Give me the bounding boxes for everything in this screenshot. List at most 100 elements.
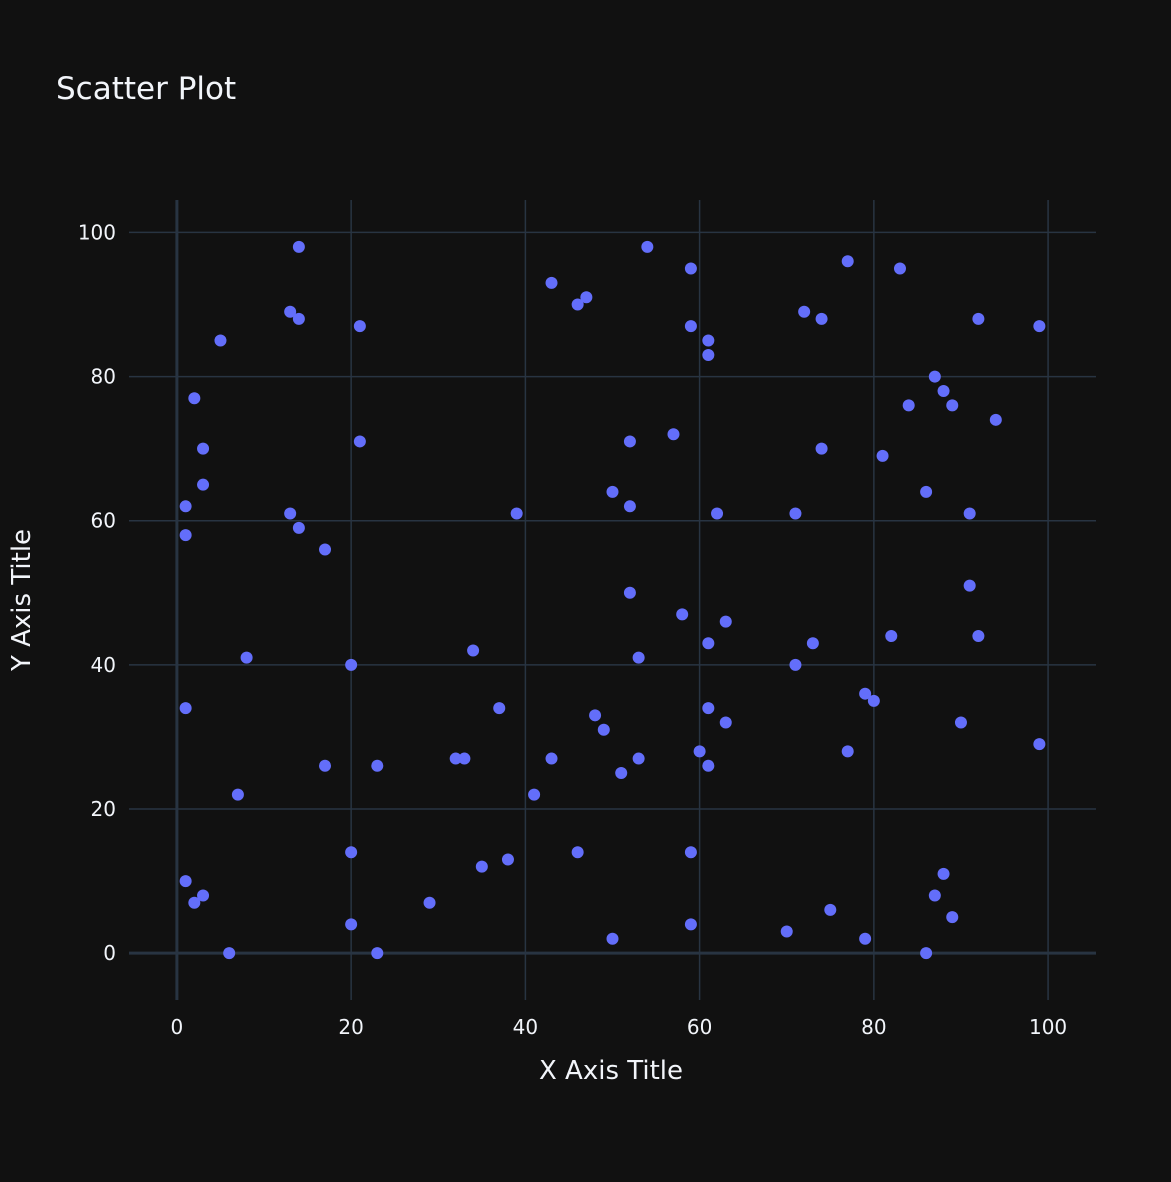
- data-point: [284, 507, 297, 520]
- data-point: [876, 449, 889, 462]
- y-tick-label: 100: [78, 220, 116, 244]
- data-point: [841, 745, 854, 758]
- data-points: [179, 240, 1046, 960]
- data-point: [946, 911, 959, 924]
- data-point: [824, 903, 837, 916]
- data-point: [545, 276, 558, 289]
- data-point: [580, 291, 593, 304]
- data-point: [702, 637, 715, 650]
- data-point: [632, 651, 645, 664]
- data-point: [815, 312, 828, 325]
- data-point: [606, 932, 619, 945]
- data-point: [589, 709, 602, 722]
- data-point: [292, 312, 305, 325]
- data-point: [719, 716, 732, 729]
- data-point: [179, 529, 192, 542]
- data-point: [676, 608, 689, 621]
- chart-title: Scatter Plot: [56, 71, 236, 107]
- data-point: [841, 255, 854, 268]
- data-point: [458, 752, 471, 765]
- data-point: [623, 500, 636, 513]
- x-tick-label: 40: [513, 1015, 538, 1039]
- data-point: [528, 788, 541, 801]
- x-tick-labels: 0 20 40 60 80 100: [171, 1015, 1068, 1039]
- data-point: [963, 579, 976, 592]
- data-point: [859, 687, 872, 700]
- data-point: [467, 644, 480, 657]
- data-point: [989, 413, 1002, 426]
- data-point: [693, 745, 706, 758]
- data-point: [345, 918, 358, 931]
- y-tick-labels: 0 20 40 60 80 100: [78, 220, 116, 965]
- data-point: [240, 651, 253, 664]
- data-point: [545, 752, 558, 765]
- data-point: [972, 630, 985, 643]
- data-point: [893, 262, 906, 275]
- data-point: [780, 925, 793, 938]
- data-point: [667, 428, 680, 441]
- x-axis-title: X Axis Title: [539, 1056, 683, 1086]
- data-point: [806, 637, 819, 650]
- data-point: [928, 370, 941, 383]
- data-point: [179, 875, 192, 888]
- data-point: [623, 586, 636, 599]
- data-point: [223, 947, 236, 960]
- y-tick-label: 80: [91, 365, 116, 389]
- data-point: [292, 521, 305, 534]
- data-point: [423, 896, 436, 909]
- data-point: [292, 240, 305, 253]
- data-point: [1033, 738, 1046, 751]
- data-point: [789, 507, 802, 520]
- data-point: [954, 716, 967, 729]
- data-point: [345, 846, 358, 859]
- y-tick-label: 40: [91, 653, 116, 677]
- data-point: [702, 702, 715, 715]
- data-point: [284, 305, 297, 318]
- data-point: [937, 867, 950, 880]
- y-tick-label: 0: [103, 941, 116, 965]
- data-point: [684, 320, 697, 333]
- data-point: [319, 543, 332, 556]
- data-point: [1033, 320, 1046, 333]
- data-point: [815, 442, 828, 455]
- data-point: [684, 846, 697, 859]
- data-point: [859, 932, 872, 945]
- data-point: [371, 759, 384, 772]
- data-point: [319, 759, 332, 772]
- data-point: [571, 298, 584, 311]
- data-point: [920, 947, 933, 960]
- data-point: [623, 435, 636, 448]
- data-point: [197, 889, 210, 902]
- data-point: [684, 918, 697, 931]
- data-point: [571, 846, 584, 859]
- data-point: [719, 615, 732, 628]
- data-point: [702, 334, 715, 347]
- data-point: [632, 752, 645, 765]
- data-point: [353, 435, 366, 448]
- data-point: [214, 334, 227, 347]
- data-point: [702, 759, 715, 772]
- data-point: [493, 702, 506, 715]
- data-point: [885, 630, 898, 643]
- data-point: [789, 658, 802, 671]
- data-point: [972, 312, 985, 325]
- data-point: [597, 723, 610, 736]
- data-point: [867, 694, 880, 707]
- data-point: [711, 507, 724, 520]
- data-point: [353, 320, 366, 333]
- y-tick-label: 60: [91, 509, 116, 533]
- x-tick-label: 80: [861, 1015, 886, 1039]
- data-point: [946, 399, 959, 412]
- data-point: [197, 442, 210, 455]
- data-point: [510, 507, 523, 520]
- data-point: [928, 889, 941, 902]
- data-point: [641, 240, 654, 253]
- data-point: [231, 788, 244, 801]
- data-point: [920, 485, 933, 498]
- data-point: [197, 478, 210, 491]
- data-point: [937, 384, 950, 397]
- x-tick-label: 60: [687, 1015, 712, 1039]
- data-point: [615, 766, 628, 779]
